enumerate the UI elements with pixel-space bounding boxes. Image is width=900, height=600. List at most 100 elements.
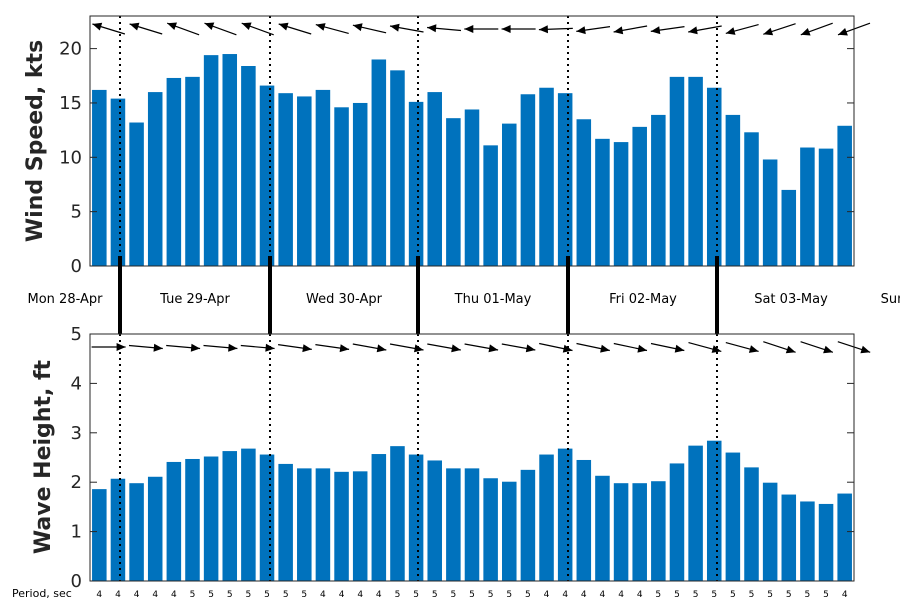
wave-direction-arrow: [501, 343, 536, 353]
wind-bar: [166, 77, 182, 267]
wind-bar: [147, 92, 163, 266]
wave-direction-arrow: [688, 342, 722, 353]
wave-bar: [483, 478, 498, 581]
wave-bar: [278, 463, 293, 581]
wave-direction-arrow: [427, 343, 461, 353]
period-value: 5: [655, 590, 661, 600]
wind-direction-arrow: [315, 23, 349, 34]
wind-direction-arrow: [464, 25, 499, 33]
wave-bar: [446, 468, 461, 581]
wind-bar: [837, 125, 852, 266]
period-value: 5: [301, 590, 307, 600]
wave-bars: [92, 440, 852, 581]
period-value: 4: [842, 590, 848, 600]
period-value: 4: [96, 590, 102, 600]
wind-bar: [595, 138, 610, 266]
wind-bar: [502, 123, 517, 266]
wave-bar: [203, 456, 219, 581]
wind-bar: [203, 55, 219, 266]
wave-bar: [576, 459, 592, 581]
wave-bar: [762, 482, 778, 581]
period-value: 5: [506, 590, 512, 600]
wave-bar: [297, 468, 312, 581]
wind-bar: [408, 101, 424, 267]
wave-direction-arrow: [650, 342, 685, 353]
wind-direction-arrows: [92, 22, 871, 36]
period-value: 4: [600, 590, 606, 600]
wind-bar: [92, 89, 107, 266]
wind-plot-border: [89, 15, 855, 267]
period-value: 5: [413, 590, 419, 600]
wave-y-tick-label: 1: [71, 522, 82, 543]
wave-bar: [669, 463, 685, 581]
period-value: 5: [674, 590, 680, 600]
wave-bar: [781, 494, 797, 581]
wind-bar: [706, 87, 722, 267]
period-value: 4: [152, 590, 158, 600]
wave-bar: [371, 454, 387, 581]
wind-bar: [557, 93, 573, 266]
period-value: 5: [264, 590, 270, 600]
wave-direction-arrow: [203, 343, 238, 352]
wave-bar: [129, 483, 144, 581]
wind-y-axis-label: Wind Speed, kts: [23, 40, 48, 242]
wave-direction-arrow: [464, 343, 499, 353]
wind-direction-arrow: [688, 25, 722, 35]
wave-bar: [222, 451, 238, 581]
wave-direction-arrow: [128, 343, 163, 352]
wave-bar: [166, 461, 182, 581]
wave-bar: [502, 481, 517, 581]
wave-y-tick-label: 4: [71, 373, 82, 394]
day-label: Thu 01-May: [454, 292, 532, 307]
wave-direction-arrow: [613, 342, 648, 353]
wind-direction-arrow: [241, 22, 274, 36]
period-value: 4: [562, 590, 568, 600]
wave-bar: [241, 448, 256, 581]
wind-direction-arrow: [92, 22, 126, 35]
wave-bar: [352, 471, 368, 581]
wave-direction-arrow: [166, 343, 201, 352]
wind-direction-arrow: [763, 23, 796, 36]
wave-bar: [557, 448, 573, 581]
wave-direction-arrow: [278, 344, 312, 353]
wave-y-tick-label: 0: [71, 571, 82, 592]
day-label: Tue 29-Apr: [159, 292, 230, 307]
period-value: 5: [693, 590, 699, 600]
wind-speed-chart: 0 5 10 15 20 Wind Speed, kts: [23, 15, 871, 277]
wave-day-dividers: [119, 334, 718, 581]
wave-bar: [520, 469, 536, 581]
wave-bar: [632, 483, 647, 581]
wave-bar: [185, 458, 200, 581]
wave-bar: [390, 446, 405, 581]
wind-bar: [613, 142, 629, 266]
period-value: 4: [134, 590, 140, 600]
wind-bar: [390, 70, 405, 266]
period-value: 5: [432, 590, 438, 600]
wind-bar: [222, 54, 238, 266]
wind-bars: [92, 54, 852, 267]
wave-bar: [800, 501, 815, 581]
wind-bar: [781, 189, 797, 266]
period-value: 5: [469, 590, 475, 600]
day-label: Wed 30-Apr: [306, 292, 383, 307]
period-value: 4: [115, 590, 121, 600]
period-value: 5: [488, 590, 494, 600]
wind-bar: [725, 114, 741, 266]
wind-bar: [334, 107, 349, 266]
wave-direction-arrow: [800, 341, 834, 354]
wind-direction-arrow: [129, 22, 163, 35]
period-value: 5: [227, 590, 233, 600]
wave-bar: [725, 452, 741, 581]
wind-bar: [427, 92, 442, 266]
wave-plot-border: [89, 333, 855, 582]
wave-bar: [744, 467, 759, 581]
day-label: Mon 28-Apr: [28, 292, 104, 307]
wind-y-tick-label: 5: [71, 202, 82, 223]
wind-bar: [315, 89, 331, 266]
period-value: 5: [525, 590, 531, 600]
wind-direction-arrow: [389, 23, 424, 33]
wind-bar: [446, 118, 461, 266]
wind-y-tick-label: 0: [71, 256, 82, 277]
period-value: 5: [208, 590, 214, 600]
